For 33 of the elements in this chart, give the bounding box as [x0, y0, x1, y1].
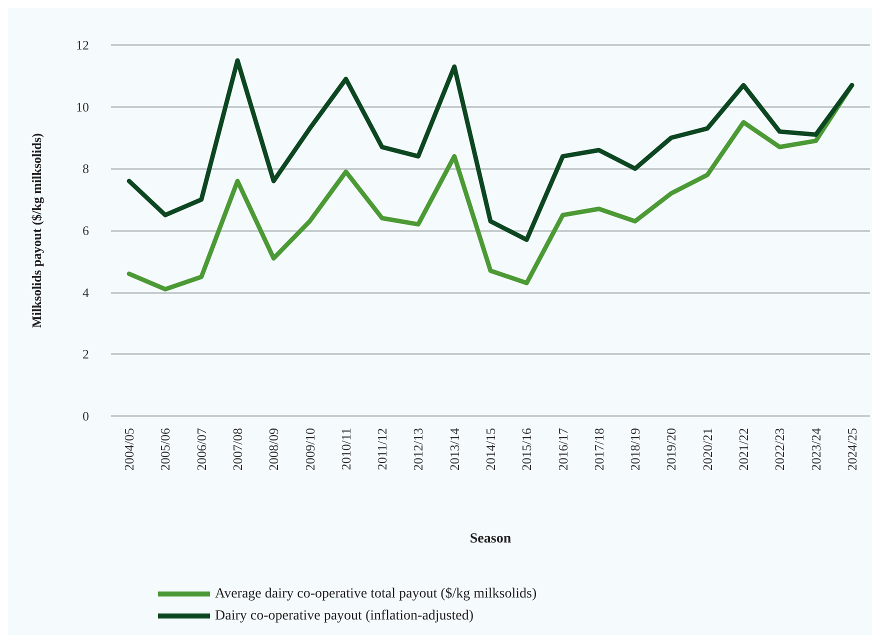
x-tick-label: 2017/18: [591, 428, 606, 471]
y-tick-label: 0: [82, 408, 89, 424]
x-tick-label: 2010/11: [338, 428, 354, 470]
x-tick-label: 2009/10: [302, 428, 318, 471]
x-tick-label: 2023/24: [808, 428, 824, 471]
x-tick-label: 2022/23: [772, 428, 788, 471]
x-tick-label: 2024/25: [844, 428, 860, 471]
x-tick-label: 2020/21: [700, 428, 715, 471]
x-tick-label: 2021/22: [736, 428, 751, 471]
x-tick-label: 2011/12: [374, 428, 390, 470]
y-axis-title: Milksolids payout ($/kg milksolids): [29, 133, 44, 328]
y-tick-label: 2: [82, 346, 89, 362]
x-tick-label: 2015/16: [519, 428, 534, 471]
x-tick-label: 2012/13: [410, 428, 426, 471]
y-tick-label: 10: [76, 99, 89, 114]
legend-label: Average dairy co-operative total payout ($/kg milksolids): [215, 586, 537, 602]
x-tick-label: 2005/06: [158, 428, 173, 471]
x-tick-label: 2007/08: [230, 428, 245, 471]
x-tick-label: 2016/17: [555, 428, 570, 471]
x-tick-label: 2014/15: [483, 428, 498, 471]
y-tick-label: 12: [76, 38, 89, 52]
x-tick-label: 2019/20: [664, 428, 679, 471]
x-tick-label: 2006/07: [194, 428, 209, 471]
line-series: [126, 58, 854, 242]
y-tick-label: 8: [82, 161, 89, 176]
x-tick-label: 2004/05: [122, 428, 137, 471]
x-axis-title: Season: [470, 532, 512, 546]
y-tick-label: 4: [82, 284, 90, 300]
legend-label: Dairy co-operative payout (inflation-adjusted): [215, 608, 474, 624]
y-tick-label: 6: [82, 223, 90, 238]
x-tick-label: 2008/09: [266, 428, 282, 471]
x-tick-label: 2018/19: [628, 428, 643, 471]
x-tick-label: 2013/14: [446, 428, 462, 471]
